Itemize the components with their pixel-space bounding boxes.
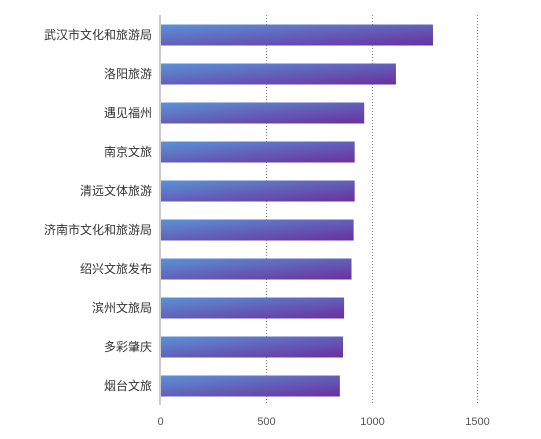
bar: [161, 63, 396, 85]
category-label: 滨州文旅局: [92, 300, 152, 315]
bar: [161, 219, 354, 241]
category-label: 多彩肇庆: [104, 339, 152, 354]
bar: [161, 375, 340, 397]
x-tick-label: 500: [257, 416, 275, 428]
category-label: 烟台文旅: [104, 378, 152, 393]
category-label: 清远文体旅游: [80, 183, 152, 198]
category-label: 武汉市文化和旅游局: [44, 27, 152, 42]
category-label: 济南市文化和旅游局: [44, 222, 152, 237]
bar: [161, 297, 345, 319]
x-tick-label: 1000: [360, 416, 384, 428]
bar: [161, 336, 344, 358]
category-label: 洛阳旅游: [104, 66, 152, 81]
bar: [161, 102, 365, 124]
category-label: 遇见福州: [104, 105, 152, 120]
category-label: 绍兴文旅发布: [80, 261, 152, 276]
bar: [161, 180, 355, 202]
bar: [161, 141, 355, 163]
x-axis-ticks: 0 500 1000 1500: [157, 416, 489, 428]
x-tick-label: 0: [157, 416, 163, 428]
bars: [161, 24, 433, 397]
x-tick-label: 1500: [465, 416, 489, 428]
bar: [161, 258, 352, 280]
category-labels: 武汉市文化和旅游局洛阳旅游遇见福州南京文旅清远文体旅游济南市文化和旅游局绍兴文旅…: [44, 27, 152, 393]
bar: [161, 24, 433, 46]
category-label: 南京文旅: [104, 144, 152, 159]
